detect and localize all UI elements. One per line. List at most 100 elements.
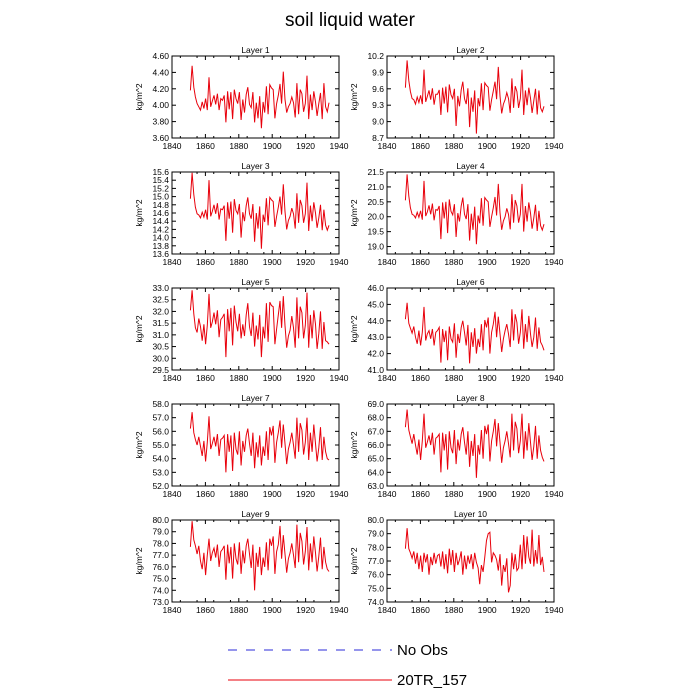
x-tick-label: 1860	[411, 141, 430, 151]
y-tick-label: 9.6	[372, 84, 384, 94]
y-tick-label: 21.5	[367, 167, 384, 177]
y-tick-label: 14.0	[152, 233, 169, 243]
y-tick-label: 69.0	[367, 399, 384, 409]
y-tick-label: 15.6	[152, 167, 169, 177]
y-tick-label: 64.0	[367, 467, 384, 477]
y-tick-label: 65.0	[367, 454, 384, 464]
series-line-20TR_157	[189, 521, 330, 591]
x-tick-label: 1900	[478, 141, 497, 151]
x-tick-label: 1880	[444, 257, 463, 267]
y-tick-label: 9.3	[372, 100, 384, 110]
y-tick-label: 42.0	[367, 349, 384, 359]
series-line-20TR_157	[189, 290, 330, 358]
y-axis-label: kg/m^2	[349, 83, 359, 110]
y-tick-label: 29.5	[152, 365, 169, 375]
x-tick-label: 1940	[330, 373, 349, 383]
y-tick-label: 79.0	[152, 527, 169, 537]
y-tick-label: 14.8	[152, 200, 169, 210]
panel-title: Layer 2	[456, 45, 485, 55]
x-tick-label: 1880	[229, 373, 248, 383]
plot-frame	[386, 287, 555, 371]
y-tick-label: 15.2	[152, 183, 169, 193]
y-tick-label: 55.0	[152, 440, 169, 450]
y-tick-label: 53.0	[152, 467, 169, 477]
x-tick-label: 1920	[296, 373, 315, 383]
y-tick-label: 4.00	[152, 100, 169, 110]
y-tick-label: 52.0	[152, 481, 169, 491]
x-tick-label: 1860	[411, 605, 430, 615]
x-tick-label: 1880	[229, 489, 248, 499]
y-tick-label: 80.0	[367, 515, 384, 525]
y-tick-label: 33.0	[152, 283, 169, 293]
y-tick-label: 80.0	[152, 515, 169, 525]
panel-layer-7: Layer 7 1840 1860 1880 1900 1920 1940 52.0 53.0 5…	[134, 393, 349, 499]
panel-layer-1: Layer 1 1840 1860 1880 1900 1920 1940 3.60 3.80 4…	[134, 45, 349, 151]
y-tick-label: 15.4	[152, 175, 169, 185]
y-tick-label: 21.0	[367, 182, 384, 192]
x-tick-label: 1880	[229, 141, 248, 151]
y-axis-label: kg/m^2	[134, 431, 144, 458]
x-tick-label: 1940	[330, 141, 349, 151]
x-tick-label: 1900	[263, 605, 282, 615]
y-tick-label: 76.0	[152, 562, 169, 572]
y-tick-label: 75.0	[152, 574, 169, 584]
plot-frame	[171, 287, 340, 371]
y-tick-label: 77.0	[367, 556, 384, 566]
y-tick-label: 63.0	[367, 481, 384, 491]
y-axis-label: kg/m^2	[349, 431, 359, 458]
y-tick-label: 67.0	[367, 426, 384, 436]
y-tick-label: 15.0	[152, 192, 169, 202]
panel-title: Layer 8	[456, 393, 485, 403]
y-tick-label: 8.7	[372, 133, 384, 143]
y-tick-label: 79.0	[367, 529, 384, 539]
panel-layer-4: Layer 4 1840 1860 1880 1900 1920 1940 19.0 19.5 2…	[349, 161, 564, 267]
y-tick-label: 20.0	[367, 212, 384, 222]
y-tick-label: 56.0	[152, 426, 169, 436]
x-tick-label: 1920	[511, 141, 530, 151]
x-tick-label: 1900	[478, 257, 497, 267]
x-tick-label: 1880	[444, 605, 463, 615]
y-tick-label: 4.60	[152, 51, 169, 61]
x-tick-label: 1880	[444, 373, 463, 383]
x-tick-label: 1940	[330, 489, 349, 499]
y-tick-label: 54.0	[152, 454, 169, 464]
y-axis-label: kg/m^2	[134, 83, 144, 110]
x-tick-label: 1900	[478, 489, 497, 499]
y-tick-label: 14.4	[152, 216, 169, 226]
x-tick-label: 1840	[163, 605, 182, 615]
x-tick-label: 1900	[478, 373, 497, 383]
x-tick-label: 1840	[163, 257, 182, 267]
x-tick-label: 1940	[330, 605, 349, 615]
plot-frame	[386, 403, 555, 487]
y-tick-label: 58.0	[152, 399, 169, 409]
y-tick-label: 31.0	[152, 330, 169, 340]
y-axis-label: kg/m^2	[134, 199, 144, 226]
y-tick-label: 13.8	[152, 241, 169, 251]
y-tick-label: 68.0	[367, 413, 384, 423]
x-tick-label: 1860	[196, 373, 215, 383]
series-line-20TR_157	[404, 60, 545, 134]
x-tick-label: 1920	[511, 489, 530, 499]
x-tick-label: 1920	[296, 489, 315, 499]
series-line-20TR_157	[189, 412, 330, 473]
x-tick-label: 1840	[163, 141, 182, 151]
y-tick-label: 4.40	[152, 67, 169, 77]
y-tick-label: 19.5	[367, 227, 384, 237]
panel-title: Layer 4	[456, 161, 485, 171]
plot-frame	[171, 519, 340, 603]
y-tick-label: 9.0	[372, 117, 384, 127]
x-tick-label: 1920	[511, 257, 530, 267]
panel-layer-8: Layer 8 1840 1860 1880 1900 1920 1940 63.0 64.0 6…	[349, 393, 564, 499]
panel-title: Layer 9	[241, 509, 270, 519]
x-tick-label: 1840	[163, 489, 182, 499]
x-tick-label: 1920	[296, 141, 315, 151]
x-tick-label: 1940	[330, 257, 349, 267]
x-tick-label: 1860	[196, 141, 215, 151]
x-tick-label: 1900	[263, 489, 282, 499]
y-tick-label: 74.0	[367, 597, 384, 607]
y-tick-label: 45.0	[367, 299, 384, 309]
y-tick-label: 76.0	[367, 570, 384, 580]
x-tick-label: 1940	[545, 141, 564, 151]
